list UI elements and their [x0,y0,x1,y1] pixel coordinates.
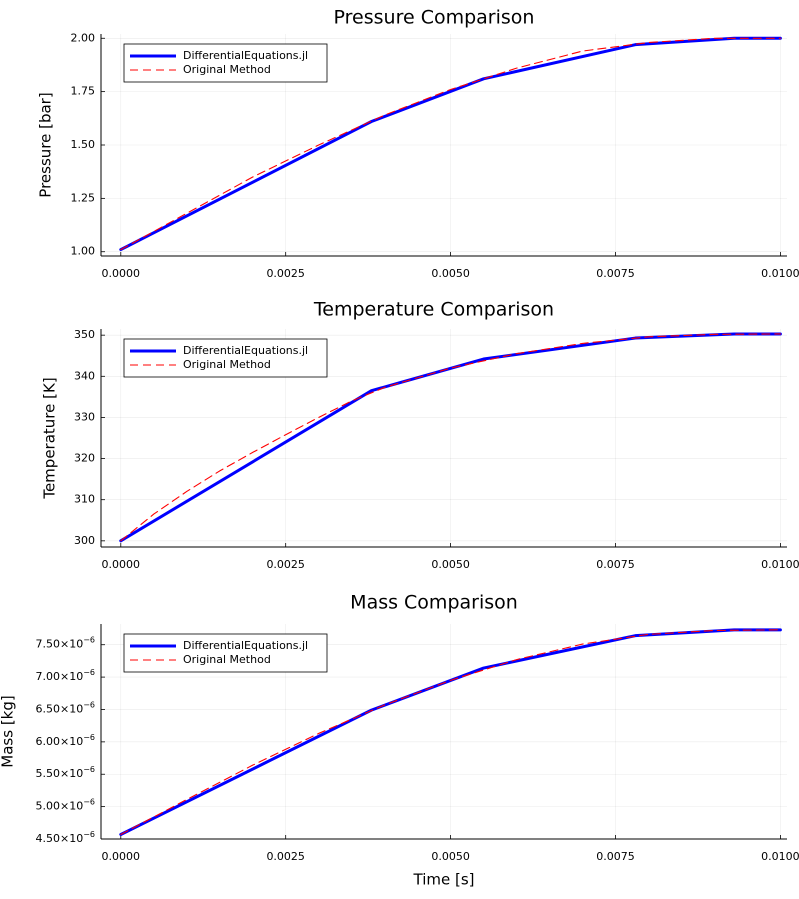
series-line-differentialequations [119,628,782,836]
y-tick-base: ×10 [60,832,83,845]
y-tick-exponent: −6 [83,765,95,774]
y-tick-label: 2.00 [71,31,96,44]
y-tick-label: 310 [74,493,95,506]
y-tick-label: 330 [74,410,95,423]
x-tick-label: 0.0050 [431,850,470,863]
y-tick-label: 1.50 [71,138,96,151]
y-tick-label: 1.75 [71,85,96,98]
y-tick-base: ×10 [60,800,83,813]
y-tick-label: 1.00 [71,245,96,258]
y-tick-mantissa: 5.50 [35,767,60,780]
legend-box [123,338,328,378]
series-line-original-method [120,333,781,542]
y-tick-label: 5.50×10−6 [35,765,95,781]
y-tick-base: ×10 [60,767,83,780]
y-tick-exponent: −6 [83,668,95,677]
y-tick-mantissa: 4.50 [35,832,60,845]
chart-title: Temperature Comparison [313,299,554,321]
chart-title: Pressure Comparison [334,7,535,29]
legend-label: Original Method [183,63,271,76]
chart-title: Mass Comparison [350,592,518,614]
legend-label: Original Method [183,653,271,666]
x-tick-label: 0.0025 [266,850,305,863]
y-tick-label: 7.00×10−6 [35,668,95,684]
y-tick-label: 1.25 [71,191,96,204]
x-tick-label: 0.0100 [761,267,799,280]
y-tick-exponent: −6 [83,797,95,806]
legend-label: DifferentialEquations.jl [183,639,308,652]
y-tick-exponent: −6 [83,700,95,709]
legend-box [123,633,328,673]
y-tick-base: ×10 [60,735,83,748]
chart-panel-2: Temperature Comparison 0.0000 0.0025 0.0050… [41,299,799,572]
y-tick-base: ×10 [60,670,83,683]
x-tick-label: 0.0075 [596,850,635,863]
y-tick-label: 7.50×10−6 [35,635,95,651]
legend-label: Original Method [183,358,271,371]
y-tick-label: 300 [74,534,95,547]
x-tick-label: 0.0075 [596,267,635,280]
y-axis-label: Pressure [bar] [37,92,55,197]
legend-label: DifferentialEquations.jl [183,49,308,62]
x-tick-label: 0.0050 [431,267,470,280]
legend-label: DifferentialEquations.jl [183,344,308,357]
chart-panel-3: Mass Comparison 0.0000 0.0025 0.0050 0.0075 0… [0,592,799,889]
y-tick-exponent: −6 [83,830,95,839]
y-tick-label: 320 [74,452,95,465]
y-tick-label: 6.00×10−6 [35,732,95,748]
x-tick-label: 0.0100 [761,558,799,571]
x-tick-label: 0.0075 [596,558,635,571]
y-tick-exponent: −6 [83,635,95,644]
y-tick-label: 350 [74,328,95,341]
x-tick-label: 0.0100 [761,850,799,863]
x-tick-label: 0.0025 [266,267,305,280]
y-tick-base: ×10 [60,702,83,715]
y-tick-label: 340 [74,369,95,382]
y-tick-mantissa: 7.50 [35,638,60,651]
series-line-original-method [120,629,781,836]
legend-box [123,43,328,83]
y-tick-label: 5.00×10−6 [35,797,95,813]
series-line-original-method [120,37,781,251]
y-tick-label: 6.50×10−6 [35,700,95,716]
chart-panel-1: Pressure Comparison 0.0000 0.0025 0.0050 0.0… [37,7,799,281]
y-tick-mantissa: 6.50 [35,702,60,715]
x-tick-label: 0.0000 [102,267,141,280]
y-axis-label: Mass [kg] [0,695,17,767]
x-tick-label: 0.0025 [266,558,305,571]
y-tick-base: ×10 [60,638,83,651]
x-tick-label: 0.0000 [102,558,141,571]
y-tick-mantissa: 6.00 [35,735,60,748]
y-tick-label: 4.50×10−6 [35,830,95,846]
x-tick-label: 0.0000 [102,850,141,863]
x-tick-label: 0.0050 [431,558,470,571]
x-axis-label: Time [s] [413,871,475,889]
y-tick-mantissa: 7.00 [35,670,60,683]
y-axis-label: Temperature [K] [41,377,59,499]
y-tick-mantissa: 5.00 [35,800,60,813]
y-tick-exponent: −6 [83,732,95,741]
